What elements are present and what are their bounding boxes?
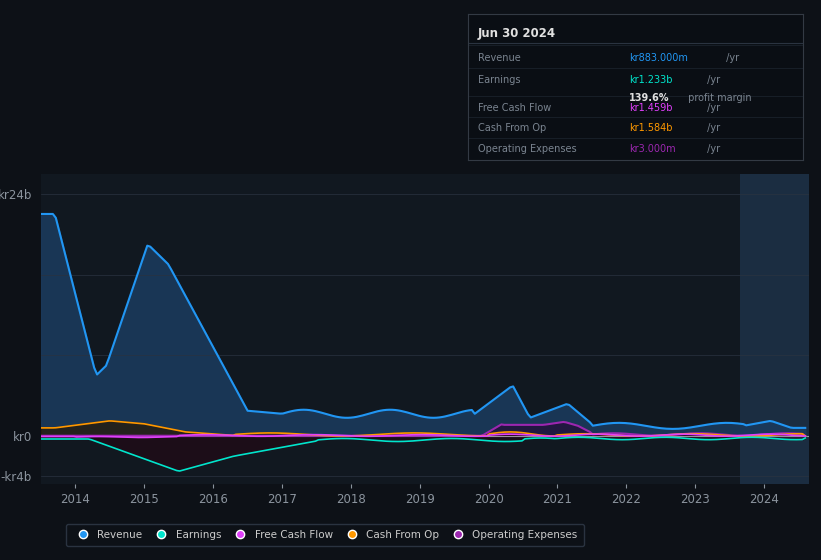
- Text: Earnings: Earnings: [478, 75, 521, 85]
- Text: kr1.233b: kr1.233b: [629, 75, 672, 85]
- Text: kr1.459b: kr1.459b: [629, 103, 672, 113]
- Text: /yr: /yr: [722, 53, 739, 63]
- Text: Cash From Op: Cash From Op: [478, 123, 546, 133]
- Text: /yr: /yr: [704, 123, 720, 133]
- Text: /yr: /yr: [704, 75, 720, 85]
- Text: 139.6%: 139.6%: [629, 93, 669, 102]
- Legend: Revenue, Earnings, Free Cash Flow, Cash From Op, Operating Expenses: Revenue, Earnings, Free Cash Flow, Cash …: [67, 524, 584, 546]
- Text: /yr: /yr: [704, 103, 720, 113]
- Text: kr1.584b: kr1.584b: [629, 123, 672, 133]
- Text: kr3.000m: kr3.000m: [629, 144, 676, 153]
- Text: Jun 30 2024: Jun 30 2024: [478, 27, 556, 40]
- Text: Revenue: Revenue: [478, 53, 521, 63]
- Bar: [740, 174, 809, 484]
- Text: Free Cash Flow: Free Cash Flow: [478, 103, 551, 113]
- Text: kr883.000m: kr883.000m: [629, 53, 688, 63]
- Text: /yr: /yr: [704, 144, 720, 153]
- Text: Operating Expenses: Operating Expenses: [478, 144, 576, 153]
- Text: profit margin: profit margin: [685, 93, 752, 102]
